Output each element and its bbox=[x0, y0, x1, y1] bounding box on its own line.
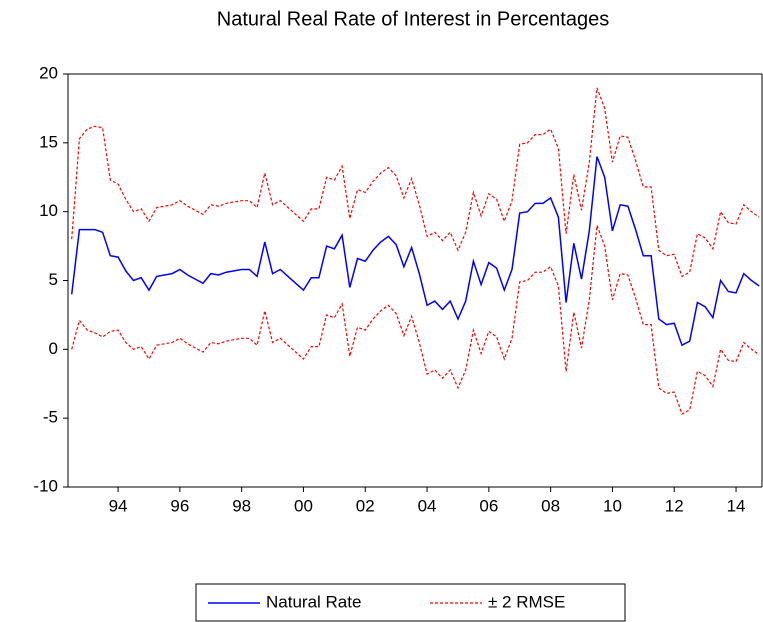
legend-label: Natural Rate bbox=[266, 592, 361, 611]
x-tick-label: 98 bbox=[232, 496, 251, 515]
x-tick-label: 04 bbox=[418, 496, 437, 515]
x-tick-label: 00 bbox=[294, 496, 313, 515]
y-tick-label: 5 bbox=[49, 270, 58, 289]
band-line bbox=[71, 87, 760, 278]
x-tick-label: 10 bbox=[603, 496, 622, 515]
x-tick-label: 14 bbox=[727, 496, 746, 515]
legend-box bbox=[195, 583, 626, 622]
y-tick-label: -5 bbox=[43, 408, 58, 427]
y-tick-label: 10 bbox=[39, 201, 58, 220]
x-tick-label: 12 bbox=[665, 496, 684, 515]
legend-label: ± 2 RMSE bbox=[488, 592, 565, 611]
x-tick-label: 08 bbox=[541, 496, 560, 515]
x-tick-label: 06 bbox=[479, 496, 498, 515]
band-line bbox=[71, 225, 760, 415]
rate-line bbox=[70, 156, 760, 347]
x-tick-label: 02 bbox=[356, 496, 375, 515]
y-tick-label: 0 bbox=[49, 339, 58, 358]
y-tick-label: 20 bbox=[39, 63, 58, 82]
x-tick-label: 96 bbox=[170, 496, 189, 515]
x-tick-label: 94 bbox=[109, 496, 128, 515]
y-tick-label: -10 bbox=[33, 476, 58, 495]
y-tick-label: 15 bbox=[39, 132, 58, 151]
chart-title: Natural Real Rate of Interest in Percent… bbox=[217, 8, 609, 30]
